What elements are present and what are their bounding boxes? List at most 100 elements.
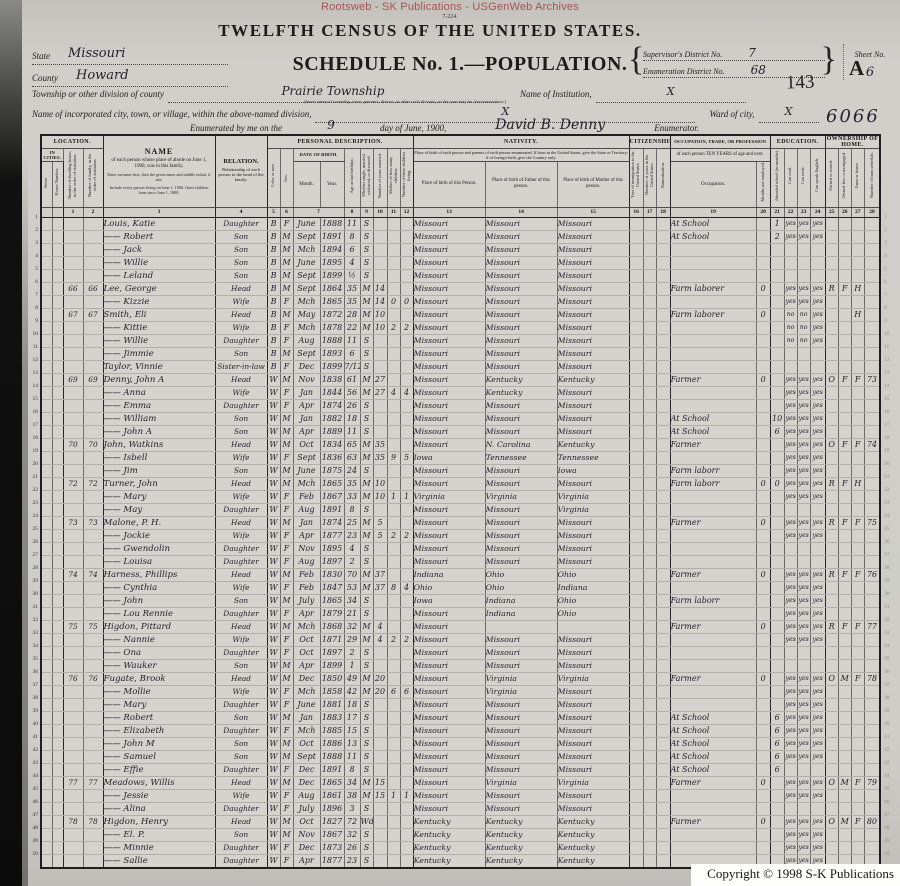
cell-yu [643,555,657,569]
cell-nat [656,243,671,257]
cell-street [41,737,53,751]
cell-wr: yes [797,386,811,400]
cell-street [41,321,53,335]
cell-occ [670,295,757,309]
cell-fm: F [838,281,852,296]
cell-yu [643,841,657,855]
cell-ns [864,594,881,608]
cell-ns [864,256,881,270]
cell-kl [400,217,414,231]
cell-f [83,230,104,244]
cell-f [83,412,104,426]
row-number: 29 [884,578,890,584]
cell-occ: Farm laborer [670,307,757,322]
cell-name: —— Robert [103,230,216,244]
cell-m: M [360,281,374,296]
cell-sch [770,633,785,647]
cell-o [825,750,839,764]
row-number: 25 [32,526,39,532]
row-number: 46 [884,799,890,805]
cell-kl [400,671,414,686]
cell-street [41,230,53,244]
cell-occ [670,542,757,556]
cell-ym: 14 [373,281,388,296]
cell-en: yes [810,814,826,829]
table-row: 75 75 Higdon, Pittard Head W M Mch 1868 32 M 4 Miss… [41,619,881,634]
cell-en [810,347,826,361]
cell-ym [373,724,388,738]
cell-u [756,334,771,348]
cell-im [629,685,644,699]
cell-im [629,269,644,283]
occupation-sub: of each person TEN YEARS of age and over… [670,148,771,162]
cell-ns [864,633,881,647]
cell-f [83,711,104,725]
cell-m: M [360,567,374,582]
cell-ym: 35 [373,451,388,465]
row-number: 16 [884,409,890,415]
cell-b1: Missouri [413,269,486,283]
cell-im [629,737,644,751]
cell-mo: Dec [293,360,321,374]
cell-occ: Farmer [670,515,757,530]
cell-yr: 1891 [320,503,345,517]
row-number: 35 [884,656,890,662]
cell-yr: 1881 [320,698,345,712]
cell-c: B [267,256,281,270]
cell-en: yes [810,750,826,764]
cell-ym: 20 [373,671,388,686]
cell-house [52,646,64,660]
cell-sch [770,646,785,660]
cell-f [83,750,104,764]
cell-nat [656,334,671,348]
cell-en: yes [810,737,826,751]
cell-sch [770,269,785,283]
cell-b3: Missouri [557,646,630,660]
cell-o: R [825,476,839,491]
cell-en: yes [810,724,826,738]
cell-c: W [267,503,281,517]
cell-k: 6 [387,685,401,699]
cell-rel: Wife [215,529,268,543]
table-row: —— Elizabeth Daughter W F Mch 1885 15 S Missouri… [41,724,881,738]
cell-mo: Mch [293,619,321,634]
cell-m: S [360,269,374,283]
cell-house [52,295,64,309]
cell-age: 26 [344,399,361,413]
cell-rel: Wife [215,789,268,803]
dwelling-header: Number of dwelling house, in the order o… [63,148,84,208]
cell-b3: Missouri [557,737,630,751]
cell-sch [770,256,785,270]
cell-ns [864,412,881,426]
cell-u: 0 [756,515,771,530]
cell-b3: Virginia [557,671,630,686]
age-header: Age at last birthday. [344,148,361,208]
cell-b3: Virginia [557,490,630,504]
cell-rel: Son [215,737,268,751]
table-row: —— Kizzie Wife B F Mch 1865 35 M 14 0 0 Missouri Mis… [41,295,881,309]
cell-ym [373,230,388,244]
table-row: —— Willie Daughter B F Aug 1888 11 S Missouri Mis… [41,334,881,348]
cell-u [756,399,771,413]
cell-name: —— Elizabeth [103,724,216,738]
census-table-body: Louis, Katie Daughter B F June 1888 11 S Missour… [41,217,881,869]
cell-yr: 1871 [320,633,345,647]
cell-m: S [360,841,374,855]
group-name: NAME of each person whose place of abode… [103,135,216,208]
cell-ym [373,334,388,348]
cell-name: Harness, Phillips [103,567,216,582]
cell-k [387,555,401,569]
cell-c: W [267,789,281,803]
cell-house [52,490,64,504]
cell-ns [864,529,881,543]
cell-c: W [267,671,281,686]
cell-house [52,607,64,621]
row-number: 40 [884,721,890,727]
cell-kl [400,503,414,517]
cell-fh: F [851,619,865,634]
cell-occ: Farm laborr [670,464,757,478]
cell-en: yes [810,307,826,322]
cell-s: M [280,814,294,829]
cell-ns [864,802,881,816]
cell-b2: Tennessee [485,451,558,465]
